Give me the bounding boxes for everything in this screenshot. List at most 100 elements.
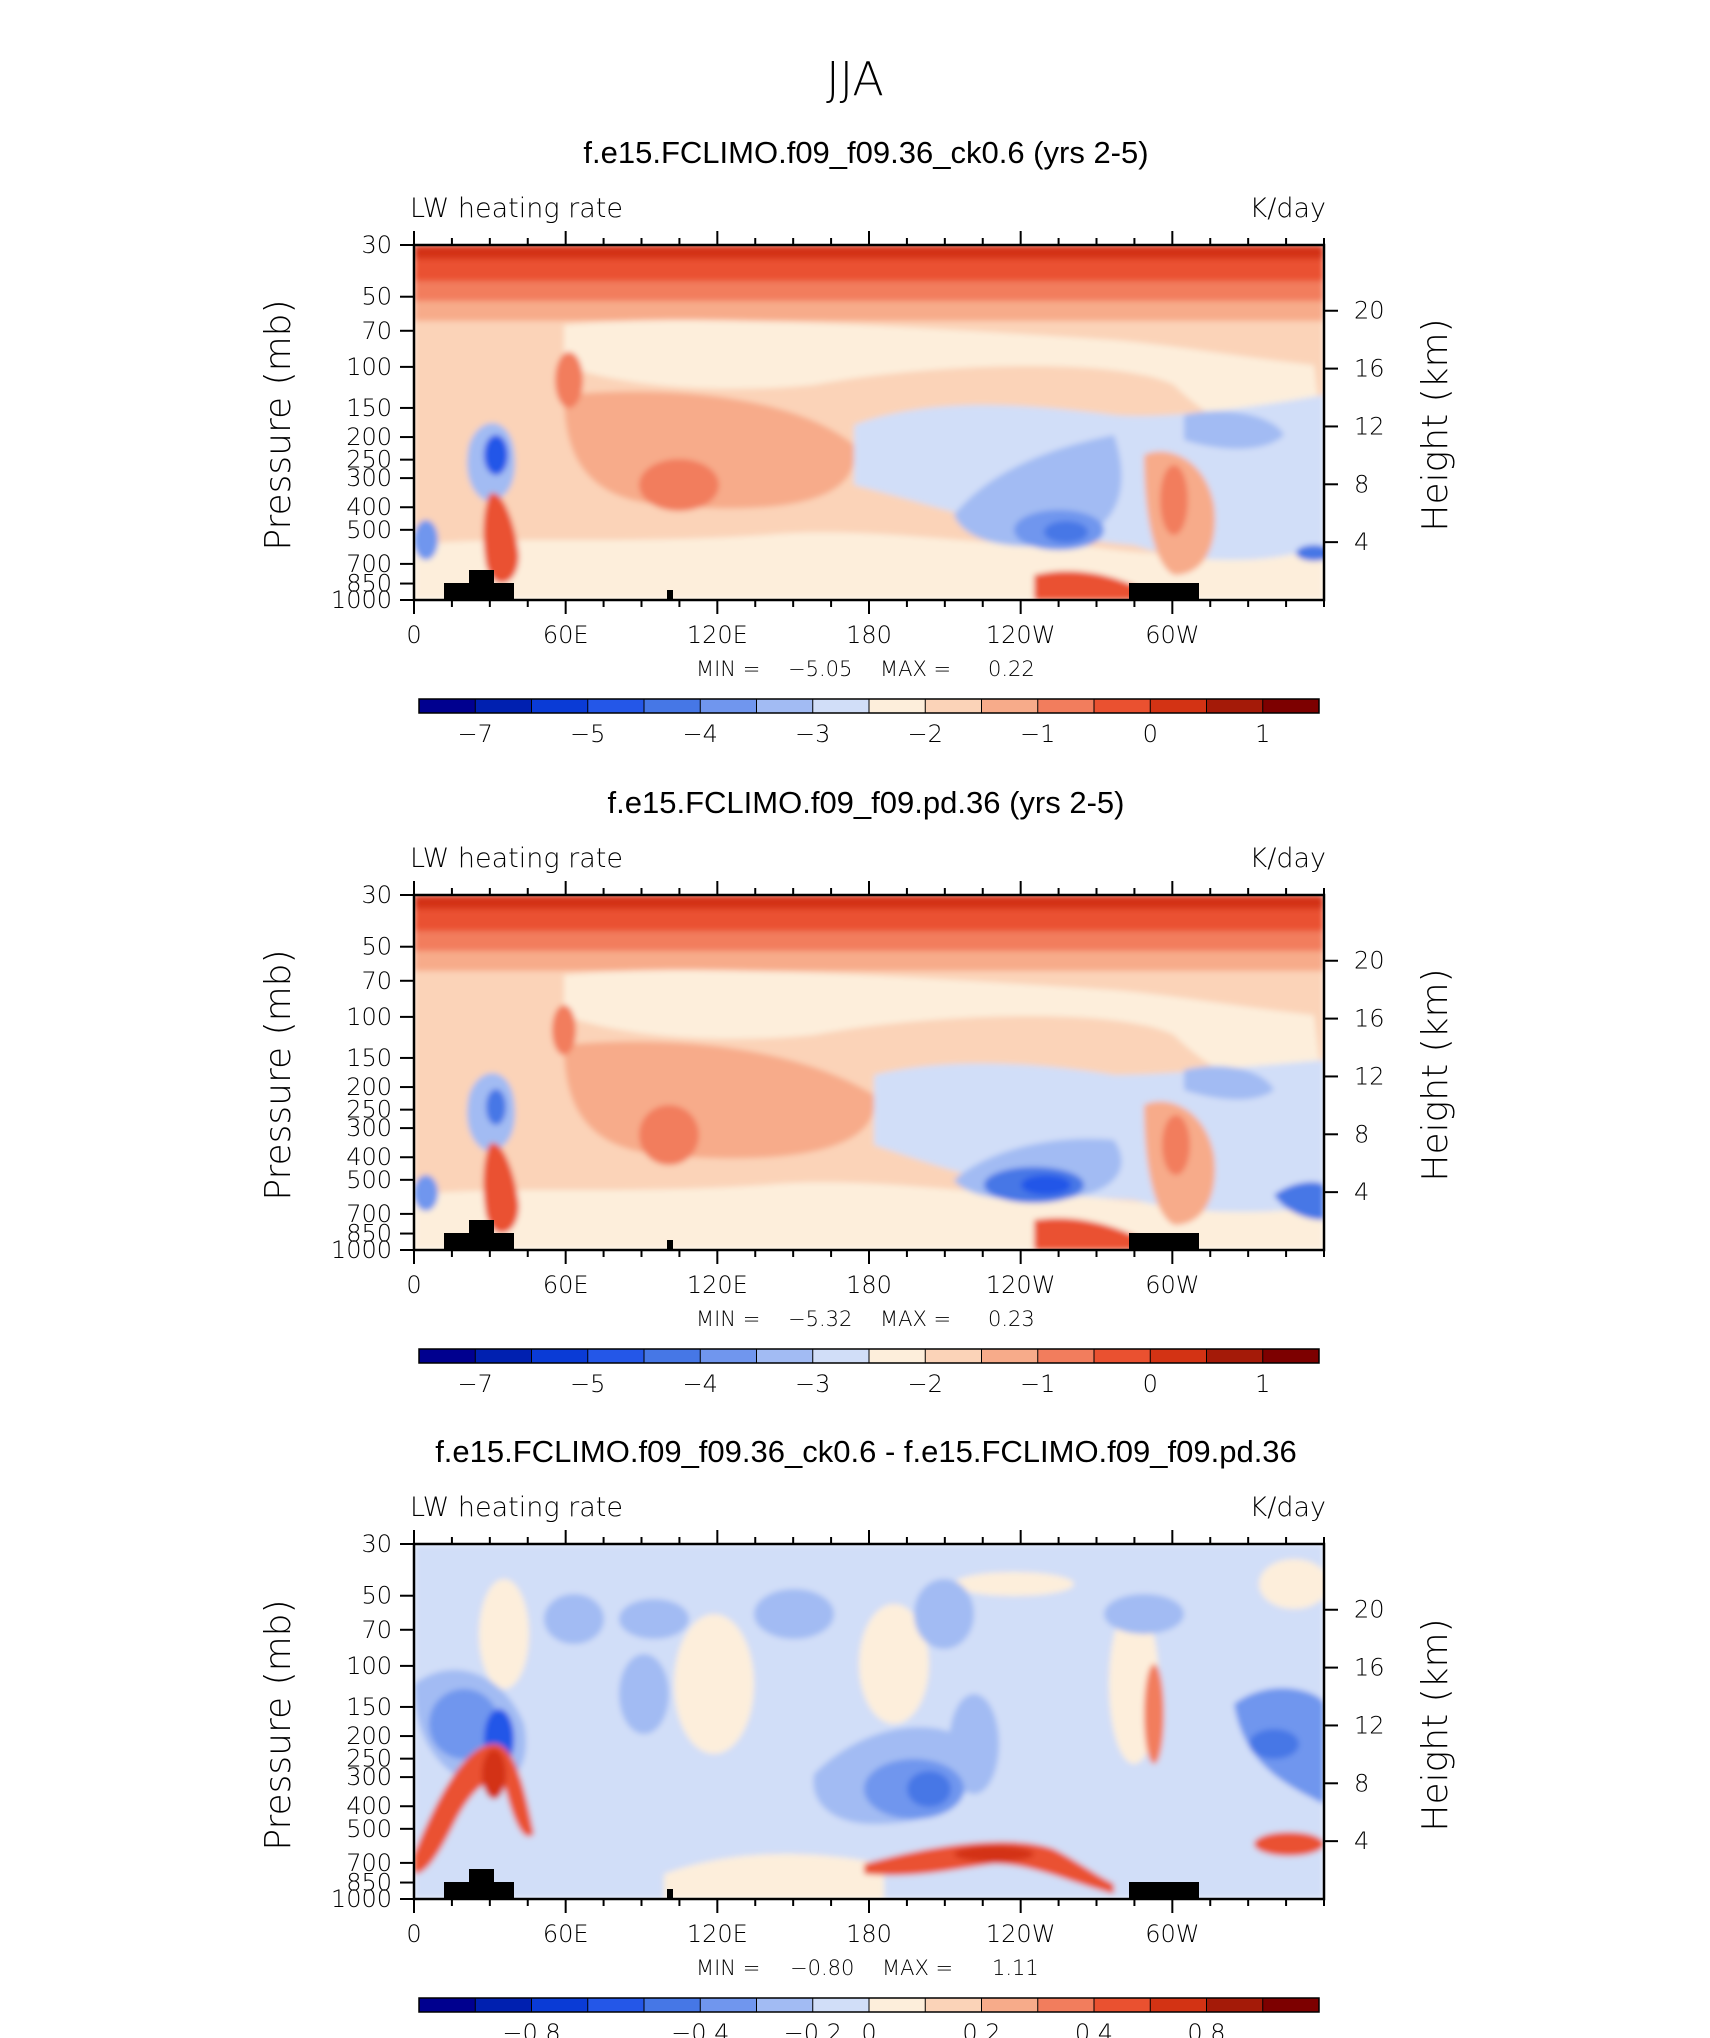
colorbar-label: −1 <box>1020 720 1055 748</box>
colorbar-swatch <box>1037 699 1095 713</box>
p1-blue-west-core <box>484 435 508 475</box>
colorbar-swatch <box>531 1998 589 2012</box>
colorbar-label: −3 <box>795 720 830 748</box>
x-tick-label: 180 <box>846 1271 892 1299</box>
panel-2-ylabel: Pressure (mb) <box>258 949 299 1200</box>
p2-blue-core-deep <box>1021 1175 1071 1195</box>
height-tick-label: 8 <box>1354 1769 1369 1797</box>
colorbar-swatch <box>1094 699 1151 713</box>
panel-1-title: f.e15.FCLIMO.f09_f09.36_ck0.6 (yrs 2-5) <box>583 135 1148 170</box>
p2-top-band-1 <box>414 895 1324 909</box>
p1-blue-core-deep <box>1044 521 1088 543</box>
panel-3-max-label: MAX = <box>882 1956 953 1980</box>
y-tick-label: 400 <box>346 1143 392 1171</box>
panel-3-min-label: MIN = <box>696 1956 760 1980</box>
colorbar-swatch <box>925 699 982 713</box>
colorbar-swatch <box>981 1349 1039 1363</box>
colorbar-label: −2 <box>908 720 943 748</box>
colorbar-outline <box>418 1348 1320 1364</box>
x-tick-label: 0 <box>406 1271 421 1299</box>
y-tick-label: 700 <box>346 550 392 578</box>
y-tick-label: 150 <box>346 1693 392 1721</box>
colorbar-label: −4 <box>683 720 718 748</box>
panel-3-ylabel-right: Height (km) <box>1415 1618 1456 1831</box>
colorbar-swatch <box>756 1998 814 2012</box>
panel-3-left-label: LW heating rate <box>410 1492 623 1523</box>
y-tick-label: 30 <box>361 881 392 909</box>
y-tick-label: 300 <box>346 1763 392 1791</box>
p2-blue-west-core <box>486 1089 506 1125</box>
panel-1-x-ticks: 0 60E 120E 180 120W 60W <box>406 231 1325 649</box>
colorbar-swatch <box>1150 1998 1207 2012</box>
p1-blue-coast-east <box>1296 545 1324 561</box>
panel-2-x-ticks: 0 60E 120E 180 120W 60W <box>406 881 1325 1299</box>
p3-orange-east-core <box>954 1846 1034 1862</box>
colorbar-label: 0 <box>1143 1370 1158 1398</box>
colorbar-swatch <box>531 1349 589 1363</box>
panel-1: f.e15.FCLIMO.f09_f09.36_ck0.6 (yrs 2-5) … <box>258 135 1456 748</box>
p1-orange-west-column <box>483 493 519 584</box>
p1-orange-blob-west <box>639 459 719 511</box>
y-tick-label: 50 <box>361 283 392 311</box>
panel-1-min-label: MIN = <box>696 657 760 681</box>
p2-top-band-3 <box>414 931 1324 951</box>
panel-2-max-label: MAX = <box>880 1307 951 1331</box>
colorbar-swatch <box>1262 1349 1320 1363</box>
colorbar-label: −7 <box>458 720 493 748</box>
y-tick-label: 400 <box>346 493 392 521</box>
y-tick-label: 850 <box>346 1869 392 1897</box>
p1-top-band-3 <box>414 281 1324 301</box>
y-tick-label: 700 <box>346 1849 392 1877</box>
y-tick-label: 400 <box>346 1792 392 1820</box>
p3-blue-upper-3 <box>754 1589 834 1639</box>
panel-1-units-label: K/day <box>1250 193 1326 224</box>
height-tick-label: 4 <box>1354 1827 1369 1855</box>
p2-top-band-2 <box>414 909 1324 931</box>
height-tick-label: 4 <box>1354 528 1369 556</box>
p3-blue-lower-deep <box>907 1771 951 1807</box>
height-tick-label: 20 <box>1354 947 1385 975</box>
colorbar-label: −0.2 <box>784 2019 842 2038</box>
colorbar-swatch <box>925 1998 982 2012</box>
p3-blue-upper-5 <box>1104 1594 1184 1634</box>
x-tick-label: 60W <box>1145 1920 1199 1948</box>
height-tick-label: 20 <box>1354 1596 1385 1624</box>
p3-blue-upper-2 <box>619 1599 689 1639</box>
colorbar-swatch <box>925 1349 982 1363</box>
colorbar-outline <box>418 698 1320 714</box>
p2-blue-east-patch <box>1184 1066 1274 1100</box>
x-tick-label: 0 <box>406 1920 421 1948</box>
colorbar-swatch <box>475 699 532 713</box>
colorbar-swatch <box>756 1349 814 1363</box>
p3-blue-east-core <box>1249 1729 1299 1759</box>
y-tick-label: 50 <box>361 1582 392 1610</box>
colorbar-swatch <box>1037 1349 1095 1363</box>
colorbar-label: −3 <box>795 1370 830 1398</box>
p1-blue-coast-west <box>414 520 438 560</box>
colorbar-swatch <box>700 1998 757 2012</box>
p3-orange-east-coast <box>1254 1832 1324 1856</box>
panel-1-ylabel: Pressure (mb) <box>258 299 299 550</box>
colorbar-swatch <box>475 1998 532 2012</box>
colorbar-label: −0.4 <box>671 2019 729 2038</box>
p3-pale-patch-6 <box>1259 1559 1324 1609</box>
colorbar-label: 1 <box>1255 1370 1270 1398</box>
p3-topography-americas <box>1129 1882 1199 1899</box>
panel-3-max-value: 1.11 <box>992 1956 1039 1980</box>
x-tick-label: 120E <box>687 1920 748 1948</box>
p1-topography-spike <box>667 590 673 600</box>
height-tick-label: 12 <box>1354 1711 1385 1739</box>
y-tick-label: 30 <box>361 231 392 259</box>
colorbar-swatch <box>587 699 645 713</box>
p2-orange-west-column <box>483 1143 519 1234</box>
panel-1-colorbar: −7 −5 −4 −3 −2 −1 0 1 <box>418 698 1320 748</box>
x-tick-label: 120E <box>687 1271 748 1299</box>
panel-2-left-label: LW heating rate <box>410 843 623 874</box>
p1-orange-mid-region <box>564 391 855 509</box>
y-tick-label: 500 <box>346 516 392 544</box>
p3-orange-west-core <box>482 1749 506 1799</box>
y-tick-label: 50 <box>361 933 392 961</box>
p1-orange-blob-upper <box>555 352 583 408</box>
y-tick-label: 70 <box>361 1616 392 1644</box>
